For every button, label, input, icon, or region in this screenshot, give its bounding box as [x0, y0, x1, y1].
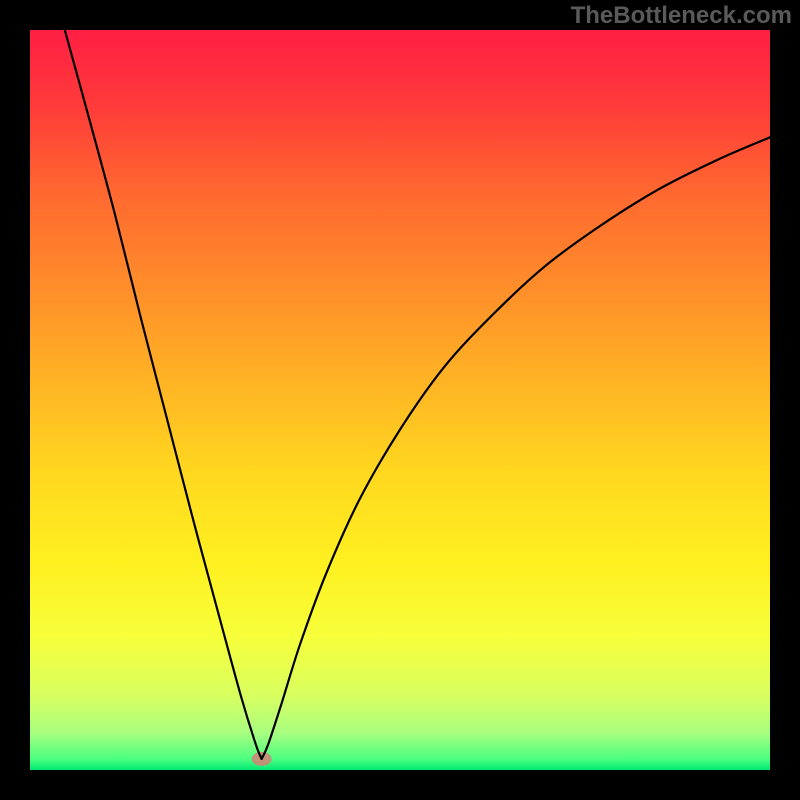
chart-frame: TheBottleneck.com	[0, 0, 800, 800]
watermark-text: TheBottleneck.com	[571, 2, 792, 30]
plot-area	[30, 30, 770, 770]
bottleneck-chart-svg	[30, 30, 770, 770]
gradient-background	[30, 30, 770, 770]
